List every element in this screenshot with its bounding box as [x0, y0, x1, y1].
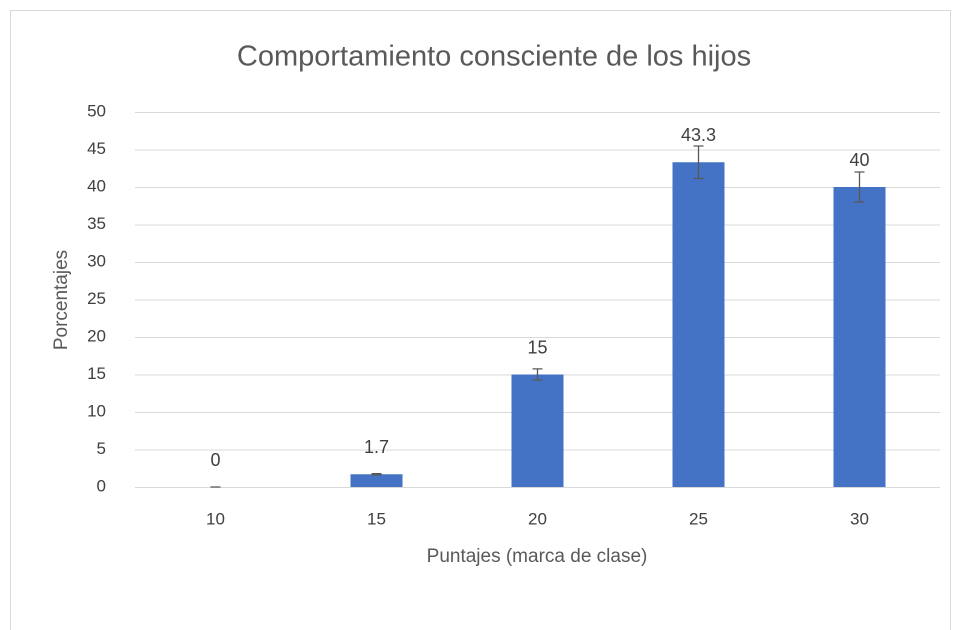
bar: [833, 187, 886, 487]
y-tick-label: 50: [87, 101, 106, 120]
chart-border: [10, 10, 951, 630]
x-tick-label: 10: [206, 509, 225, 528]
y-tick-label: 25: [87, 289, 106, 308]
bar: [672, 162, 725, 487]
x-tick-label: 20: [528, 509, 547, 528]
data-label: 40: [849, 150, 869, 170]
x-axis-label: Puntajes (marca de clase): [427, 546, 648, 567]
x-tick-label: 15: [367, 509, 386, 528]
y-tick-label: 0: [97, 476, 106, 495]
y-axis-label: Porcentajes: [51, 250, 72, 350]
bar: [350, 474, 403, 487]
error-bar: [371, 472, 382, 476]
bar: [511, 374, 564, 487]
x-tick-label: 25: [689, 509, 708, 528]
y-tick-label: 15: [87, 364, 106, 383]
data-label: 43.3: [681, 125, 716, 145]
y-tick-label: 35: [87, 214, 106, 233]
x-tick-label: 30: [850, 509, 869, 528]
y-tick-label: 5: [97, 439, 106, 458]
error-bar: [532, 368, 543, 381]
data-label: 1.7: [364, 437, 389, 457]
y-tick-label: 10: [87, 401, 106, 420]
y-tick-label: 30: [87, 251, 106, 270]
y-tick-label: 20: [87, 326, 106, 345]
error-bar: [854, 171, 865, 203]
y-tick-label: 45: [87, 139, 106, 158]
y-tick-label: 40: [87, 176, 106, 195]
data-label: 15: [527, 337, 547, 357]
error-bar: [693, 145, 704, 180]
data-label: 0: [210, 450, 220, 470]
chart-title: Comportamiento consciente de los hijos: [237, 41, 751, 73]
